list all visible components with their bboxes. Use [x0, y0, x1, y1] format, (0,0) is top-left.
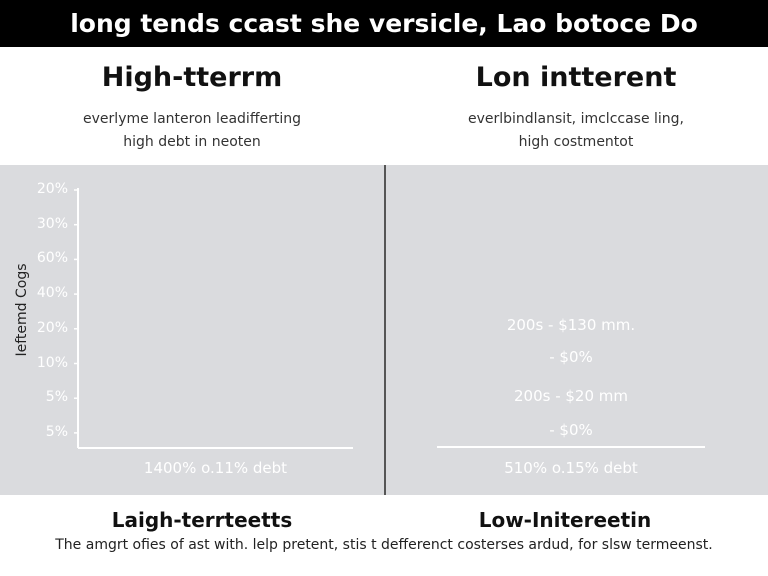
y-tick-label: 20%: [36, 181, 68, 197]
y-axis-label: Ieftemd Cogs: [14, 263, 30, 357]
right-line-3: 200s - $20 mm: [513, 387, 629, 405]
right-line-2: - $0%: [549, 348, 593, 366]
right-subtitle-2: high costmentot: [518, 134, 634, 150]
y-tick-label: 20%: [36, 319, 68, 336]
right-line-4: - $0%: [549, 421, 593, 439]
right-title: Lon intterent: [475, 62, 677, 93]
panel-divider: [384, 165, 386, 495]
y-tick-label: 30%: [36, 215, 68, 232]
left-footer-title: Laigh-terrteetts: [111, 508, 293, 532]
y-tick-label: 60%: [36, 250, 68, 267]
y-tick-label: 10%: [36, 354, 68, 371]
y-tick-label: 5%: [45, 423, 68, 440]
left-subtitle-2: high debt in neoten: [123, 134, 261, 150]
right-x-label: 510% o.15% debt: [504, 459, 638, 477]
footer-text: The amgrt ofies of ast with. lelp preten…: [55, 537, 713, 553]
right-subtitle-1: everlbindlansit, imclccase ling,: [467, 111, 685, 127]
left-subtitle-1: everlyme lanteron leadifferting: [83, 111, 301, 127]
left-title: High-tterrm: [101, 62, 283, 93]
page-header: long tends ccast she versicle, Lao botoc…: [0, 0, 768, 47]
y-tick-label: 40%: [36, 285, 68, 302]
x-axis-label: 1400% o.11% debt: [143, 459, 288, 477]
right-footer-title: Low-Initereetin: [478, 508, 652, 532]
y-tick-label: 5%: [45, 389, 68, 406]
right-line-1: 200s - $130 mm.: [506, 316, 636, 334]
